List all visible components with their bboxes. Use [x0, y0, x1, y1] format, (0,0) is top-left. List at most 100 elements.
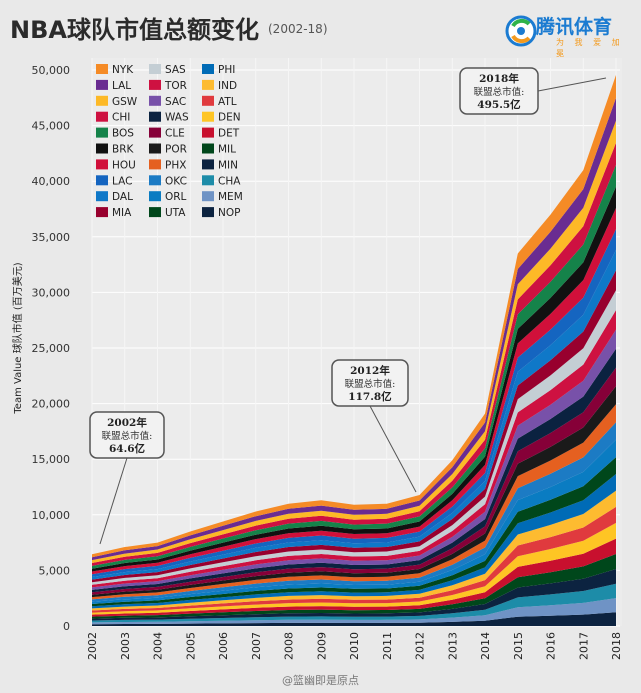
y-tick-label: 35,000 — [32, 231, 71, 244]
x-tick-label: 2008 — [283, 632, 296, 660]
x-tick-label: 2006 — [217, 632, 230, 660]
legend-label: PHI — [218, 64, 235, 76]
x-tick-label: 2018 — [610, 632, 623, 660]
x-tick-label: 2002 — [86, 632, 99, 660]
legend-label: CLE — [165, 128, 185, 140]
legend-swatch — [96, 207, 108, 218]
legend-label: MIA — [112, 207, 132, 219]
legend-swatch — [96, 111, 108, 122]
legend-label: NYK — [112, 64, 134, 76]
annotation-value: 117.8亿 — [348, 390, 392, 403]
area-det — [92, 538, 616, 617]
logo-text: 腾讯体育 — [536, 16, 613, 38]
annotation-year: 2018年 — [479, 72, 519, 85]
x-tick-label: 2007 — [250, 632, 263, 660]
y-tick-label: 25,000 — [32, 342, 71, 355]
area-mil — [92, 554, 616, 619]
legend-swatch — [202, 79, 214, 90]
legend-swatch — [149, 79, 161, 90]
x-tick-label: 2013 — [446, 632, 459, 660]
x-tick-label: 2011 — [381, 632, 394, 660]
legend-label: MIL — [218, 144, 236, 156]
legend-swatch — [96, 191, 108, 202]
x-tick-label: 2014 — [479, 632, 492, 660]
legend-label: ORL — [165, 191, 187, 203]
x-tick-label: 2015 — [512, 632, 525, 660]
legend-label: SAS — [165, 64, 186, 76]
legend-label: WAS — [165, 112, 189, 124]
annotations: 2002年联盟总市值:64.6亿2012年联盟总市值:117.8亿2018年联盟… — [89, 67, 607, 545]
legend-swatch — [202, 191, 214, 202]
legend-swatch — [202, 159, 214, 170]
area-min — [92, 569, 616, 621]
y-tick-label: 5,000 — [39, 564, 71, 577]
watermark: @篮幽即是原点 — [282, 674, 359, 687]
legend-label: UTA — [165, 207, 186, 219]
logo-tagline: 为 我 爱 加 冕 — [556, 38, 624, 58]
legend-swatch — [96, 64, 108, 74]
legend-swatch — [96, 95, 108, 106]
annotation-caption: 联盟总市值: — [102, 430, 153, 442]
x-tick-label: 2010 — [348, 632, 361, 660]
annotation-caption: 联盟总市值: — [474, 86, 525, 98]
legend-label: BOS — [112, 128, 134, 140]
annotation-box — [89, 411, 165, 459]
legend-swatch — [149, 191, 161, 202]
annotation-box — [459, 67, 539, 115]
legend-swatch — [149, 175, 161, 186]
area-ind — [92, 490, 616, 611]
legend-swatch — [96, 79, 108, 90]
y-tick-label: 30,000 — [32, 286, 71, 299]
legend-label: LAL — [112, 80, 131, 92]
x-tick-label: 2004 — [152, 632, 165, 660]
legend-swatch — [149, 207, 161, 218]
annotation-caption: 联盟总市值: — [345, 378, 396, 390]
legend-swatch — [202, 143, 214, 154]
legend-swatch — [149, 143, 161, 154]
legend-label: CHA — [218, 175, 241, 187]
legend-swatch — [96, 127, 108, 138]
legend-label: HOU — [112, 159, 136, 171]
legend-swatch — [96, 175, 108, 186]
area-nop — [92, 612, 616, 626]
annotation-pointer — [537, 77, 607, 92]
legend-swatch — [202, 64, 214, 74]
legend-label: POR — [165, 144, 187, 156]
y-axis-label: Team Value 球队市值 (百万美元) — [11, 262, 24, 414]
axes: 0 5,000 10,000 15,000 20,000 25,000 30,000 35,0… — [11, 64, 623, 660]
x-tick-label: 2003 — [119, 632, 132, 660]
legend-label: DET — [218, 128, 240, 140]
legend-label: ATL — [218, 96, 237, 108]
area-cha — [92, 583, 616, 623]
legend-label: MEM — [218, 191, 243, 203]
x-tick-label: 2017 — [577, 632, 590, 660]
legend-label: DAL — [112, 191, 133, 203]
area-phi — [92, 474, 616, 609]
annotation-box — [331, 359, 409, 407]
annotation-value: 495.5亿 — [477, 98, 521, 111]
legend-swatch — [149, 95, 161, 106]
x-tick-label: 2016 — [545, 632, 558, 660]
legend-label: TOR — [164, 80, 187, 92]
legend-swatch — [202, 207, 214, 218]
legend-label: SAC — [165, 96, 186, 108]
legend-label: IND — [218, 80, 237, 92]
area-series — [92, 75, 616, 626]
legend: NYK LAL GSW CHI BOS BRK HOU LAC DAL MIA SAS TOR SAC W… — [96, 64, 243, 219]
legend-label: NOP — [218, 207, 240, 219]
annotation-pointer — [369, 405, 417, 493]
legend-label: OKC — [165, 175, 187, 187]
legend-label: LAC — [112, 175, 132, 187]
legend-label: MIN — [218, 159, 238, 171]
legend-swatch — [96, 143, 108, 154]
y-tick-label: 15,000 — [32, 453, 71, 466]
y-tick-label: 10,000 — [32, 509, 71, 522]
legend-swatch — [149, 127, 161, 138]
area-uta — [92, 457, 616, 607]
area-mem — [92, 598, 616, 625]
annotation-value: 64.6亿 — [109, 442, 146, 455]
y-tick-label: 50,000 — [32, 64, 71, 77]
y-tick-label: 20,000 — [32, 398, 71, 411]
annotation-year: 2012年 — [350, 364, 390, 377]
